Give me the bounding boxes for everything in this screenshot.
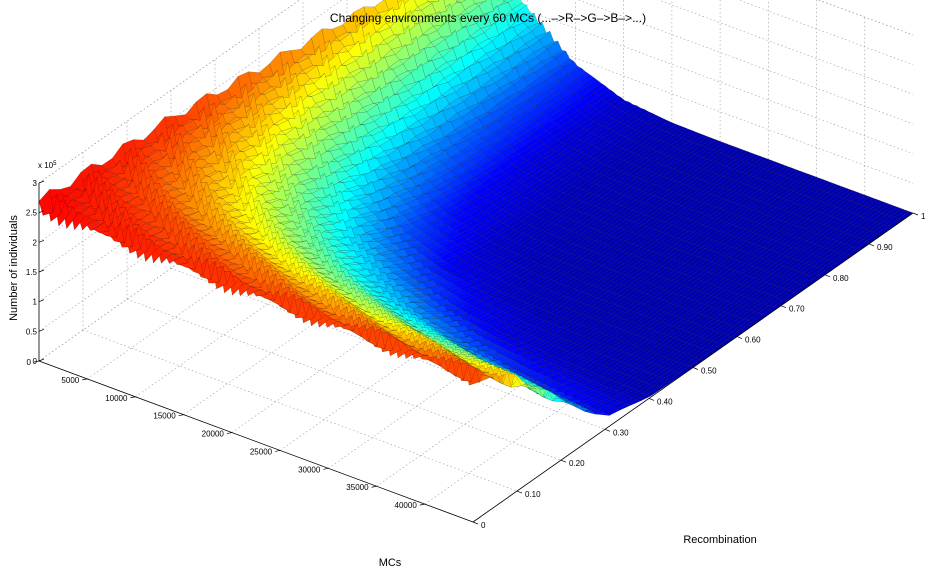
y-tick-mark bbox=[780, 305, 787, 309]
y-tick-mark bbox=[560, 459, 567, 463]
chart-title: Changing environments every 60 MCs (...–… bbox=[330, 11, 646, 25]
grid-line-floor-y bbox=[82, 329, 518, 492]
surface-patch bbox=[456, 0, 460, 3]
z-tick-label: 1 bbox=[33, 298, 38, 307]
y-tick-label: 0.60 bbox=[745, 336, 761, 345]
z-tick-mark bbox=[38, 299, 45, 302]
z-tick-label: 2 bbox=[33, 238, 38, 247]
x-axis-line bbox=[38, 360, 474, 523]
x-tick-mark bbox=[419, 503, 425, 506]
y-tick-label: 0.20 bbox=[569, 459, 585, 468]
y-tick-mark bbox=[868, 243, 875, 247]
y-tick-label: 0.80 bbox=[833, 274, 849, 283]
z-tick-label: 2.5 bbox=[26, 209, 38, 218]
y-tick-mark bbox=[604, 428, 611, 432]
x-tick-label: 10000 bbox=[105, 394, 128, 403]
x-tick-label: 0 bbox=[27, 358, 32, 367]
x-tick-label: 35000 bbox=[346, 483, 369, 492]
x-tick-label: 15000 bbox=[153, 412, 176, 421]
y-tick-mark bbox=[824, 274, 831, 278]
x-tick-label: 20000 bbox=[202, 430, 225, 439]
x-tick-label: 30000 bbox=[298, 465, 321, 474]
z-exponent-base: x 10 bbox=[38, 161, 54, 170]
z-tick-label: 0 bbox=[33, 357, 38, 366]
x-tick-mark bbox=[371, 485, 377, 488]
z-tick-mark bbox=[38, 240, 45, 243]
z-tick-mark bbox=[38, 329, 45, 332]
z-axis-label: Number of individuals bbox=[8, 215, 20, 321]
surface-patch bbox=[503, 0, 506, 2]
y-tick-mark bbox=[692, 367, 699, 370]
y-axis-label: Recombination bbox=[683, 534, 756, 546]
x-tick-mark bbox=[323, 467, 329, 470]
x-tick-mark bbox=[226, 432, 232, 434]
y-tick-label: 0 bbox=[481, 521, 486, 530]
z-tick-label: 3 bbox=[33, 179, 38, 188]
y-tick-mark bbox=[516, 490, 523, 494]
y-tick-label: 1.00 bbox=[921, 212, 926, 221]
x-tick-mark bbox=[275, 450, 281, 452]
y-tick-mark bbox=[472, 521, 479, 525]
back-pane-far bbox=[479, 0, 913, 213]
x-tick-mark bbox=[130, 396, 136, 399]
y-tick-label: 0.50 bbox=[701, 367, 717, 376]
z-tick-mark bbox=[38, 180, 45, 184]
y-tick-mark bbox=[912, 212, 919, 216]
x-tick-label: 5000 bbox=[61, 376, 79, 385]
surface-mesh bbox=[38, 0, 914, 416]
x-axis-label: MCs bbox=[379, 557, 402, 569]
y-tick-label: 0.40 bbox=[657, 397, 673, 406]
y-tick-mark bbox=[648, 398, 655, 401]
y-tick-label: 0.90 bbox=[877, 243, 893, 252]
z-tick-label: 0.5 bbox=[26, 327, 38, 336]
z-exponent-power: 5 bbox=[53, 161, 57, 167]
y-tick-label: 0.10 bbox=[525, 490, 541, 499]
grid-line-floor-y bbox=[126, 298, 562, 461]
x-axis-ticks: 0 5000 10000 15000 20000 25000 30000 35000 40000 bbox=[27, 358, 425, 510]
z-exponent-label: x 105 bbox=[38, 161, 57, 170]
y-tick-label: 0.70 bbox=[789, 305, 805, 314]
grid-line-floor-y bbox=[170, 268, 606, 430]
x-tick-mark bbox=[82, 378, 88, 381]
y-tick-label: 0.30 bbox=[613, 428, 629, 437]
x-tick-mark bbox=[178, 414, 184, 417]
z-tick-mark bbox=[38, 269, 45, 273]
z-tick-mark bbox=[38, 358, 45, 362]
surface-patch bbox=[426, 0, 439, 2]
z-tick-label: 1.5 bbox=[26, 268, 38, 277]
x-tick-label: 40000 bbox=[395, 501, 418, 510]
y-tick-mark bbox=[736, 336, 743, 339]
x-tick-label: 25000 bbox=[250, 447, 273, 456]
